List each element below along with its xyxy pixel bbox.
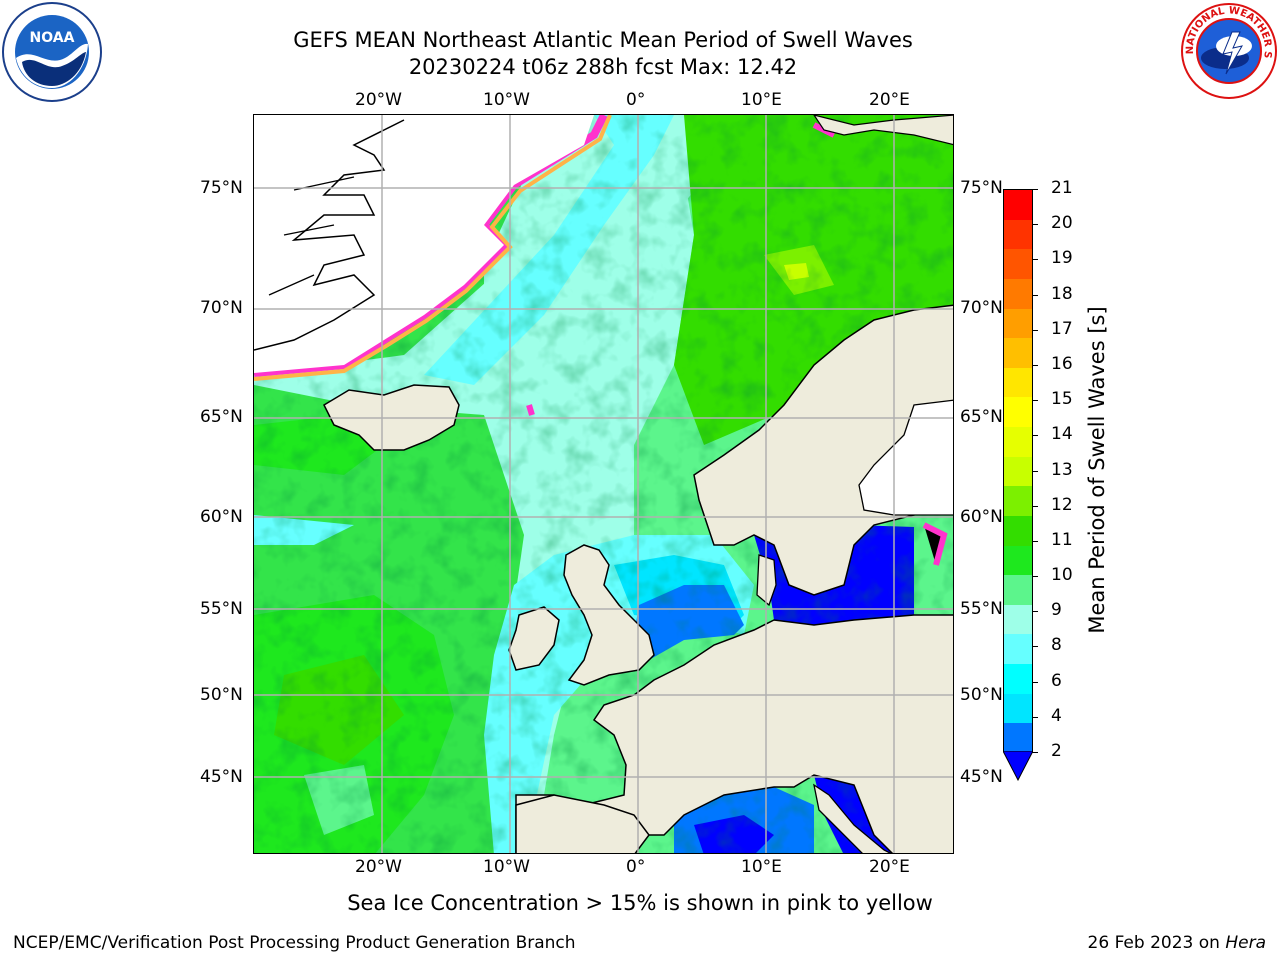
colorbar-segment	[1004, 249, 1032, 280]
bottom-lon-tick: 0°	[626, 857, 646, 877]
map-title-line2: 20230224 t06z 288h fcst Max: 12.42	[408, 55, 798, 79]
colorbar-segment	[1004, 219, 1032, 250]
right-lat-tick: 60°N	[960, 507, 1003, 527]
colorbar-tick-mark	[1032, 646, 1038, 648]
colorbar-tick-mark	[1032, 611, 1038, 613]
left-lat-tick: 75°N	[200, 178, 243, 198]
colorbar-segment	[1004, 693, 1032, 724]
colorbar-tick-label: 8	[1051, 635, 1062, 656]
colorbar-tick-label: 15	[1051, 389, 1073, 410]
right-lat-tick: 75°N	[960, 178, 1003, 198]
colorbar-tick-label: 14	[1051, 424, 1073, 445]
left-lat-tick: 60°N	[200, 507, 243, 527]
colorbar-segment	[1004, 575, 1032, 606]
right-lat-tick: 65°N	[960, 407, 1003, 427]
colorbar-tick-label: 6	[1051, 670, 1062, 691]
footer-date-text: 26 Feb 2023 on	[1087, 933, 1226, 953]
colorbar-tick-mark	[1032, 540, 1038, 542]
footer-host: Hera	[1225, 933, 1266, 953]
left-lat-tick: 45°N	[200, 767, 243, 787]
bottom-lon-tick: 10°E	[741, 857, 782, 877]
colorbar-tick-mark	[1032, 329, 1038, 331]
colorbar-segment	[1004, 456, 1032, 487]
top-lon-tick: 0°	[626, 90, 646, 110]
colorbar-tick-label: 18	[1051, 283, 1073, 304]
right-lat-tick: 70°N	[960, 298, 1003, 318]
colorbar-tick-mark	[1032, 400, 1038, 402]
footer-branch: NCEP/EMC/Verification Post Processing Pr…	[13, 933, 576, 953]
colorbar-segment	[1004, 604, 1032, 635]
colorbar-tick-mark	[1032, 681, 1038, 683]
map-title-line1: GEFS MEAN Northeast Atlantic Mean Period…	[293, 28, 913, 52]
colorbar-segment	[1004, 634, 1032, 665]
colorbar-tick-label: 4	[1051, 705, 1062, 726]
left-lat-tick: 55°N	[200, 599, 243, 619]
sea-ice-caption: Sea Ice Concentration > 15% is shown in …	[347, 891, 933, 915]
colorbar-tick-label: 10	[1051, 565, 1073, 586]
colorbar-tick-mark	[1032, 224, 1038, 226]
colorbar-segment	[1004, 515, 1032, 547]
colorbar-tick-label: 11	[1051, 529, 1073, 550]
colorbar-label: Mean Period of Swell Waves [s]	[1085, 306, 1109, 634]
colorbar-tick-mark	[1032, 716, 1038, 718]
map-canvas	[254, 115, 953, 853]
bottom-lon-tick: 20°W	[355, 857, 402, 877]
colorbar-segment	[1004, 427, 1032, 458]
colorbar-segment	[1004, 723, 1032, 754]
colorbar-segment	[1004, 190, 1032, 221]
colorbar-tick-mark	[1032, 364, 1038, 366]
colorbar-tick-label: 17	[1051, 318, 1073, 339]
colorbar-tick-mark	[1032, 435, 1038, 437]
colorbar-tick-label: 16	[1051, 353, 1073, 374]
nws-logo: NATIONAL WEATHER SERVICE	[1176, 0, 1278, 100]
left-lat-tick: 50°N	[200, 685, 243, 705]
footer-date: 26 Feb 2023 on Hera	[1088, 933, 1266, 953]
colorbar-tick-label: 9	[1051, 600, 1062, 621]
right-lat-tick: 55°N	[960, 599, 1003, 619]
colorbar-segment	[1004, 664, 1032, 695]
noaa-logo: NOAA	[2, 2, 102, 102]
right-lat-tick: 50°N	[960, 685, 1003, 705]
colorbar-tick-mark	[1032, 189, 1038, 190]
top-lon-tick: 20°E	[869, 90, 910, 110]
colorbar-segment	[1004, 308, 1032, 339]
right-lat-tick: 45°N	[960, 767, 1003, 787]
left-lat-tick: 65°N	[200, 407, 243, 427]
forecast-map	[253, 114, 954, 854]
colorbar-tick-label: 12	[1051, 494, 1073, 515]
bottom-lon-tick: 20°E	[869, 857, 910, 877]
colorbar-tick-label: 20	[1051, 213, 1073, 234]
colorbar-tick-label: 13	[1051, 459, 1073, 480]
colorbar-segment	[1004, 397, 1032, 428]
colorbar-tick-mark	[1032, 752, 1038, 753]
colorbar-tick-mark	[1032, 470, 1038, 472]
colorbar-tick-mark	[1032, 294, 1038, 296]
top-lon-tick: 10°E	[741, 90, 782, 110]
colorbar-tick-label: 21	[1051, 178, 1073, 198]
colorbar-tick-label: 2	[1051, 741, 1062, 761]
colorbar-segment	[1004, 486, 1032, 517]
colorbar	[1003, 189, 1033, 754]
colorbar-segment	[1004, 367, 1032, 398]
top-lon-tick: 10°W	[483, 90, 530, 110]
colorbar-tick-label: 19	[1051, 248, 1073, 269]
colorbar-segment	[1004, 545, 1032, 576]
bottom-lon-tick: 10°W	[483, 857, 530, 877]
colorbar-segment	[1004, 278, 1032, 310]
noaa-logo-text: NOAA	[30, 30, 75, 46]
left-lat-tick: 70°N	[200, 298, 243, 318]
colorbar-tick-mark	[1032, 505, 1038, 507]
colorbar-under-arrow	[1003, 751, 1033, 781]
colorbar-tick-mark	[1032, 259, 1038, 261]
colorbar-segment	[1004, 338, 1032, 369]
top-lon-tick: 20°W	[355, 90, 402, 110]
colorbar-tick-mark	[1032, 576, 1038, 578]
